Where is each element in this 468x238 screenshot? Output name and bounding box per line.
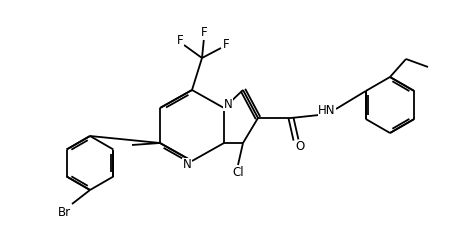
Text: N: N [183,159,191,172]
Text: F: F [223,38,229,50]
Text: HN: HN [318,104,336,118]
Text: O: O [295,140,305,154]
Text: F: F [201,26,207,40]
Text: N: N [224,98,233,110]
Text: Br: Br [58,205,71,218]
Text: F: F [177,35,183,48]
Text: Cl: Cl [232,167,244,179]
